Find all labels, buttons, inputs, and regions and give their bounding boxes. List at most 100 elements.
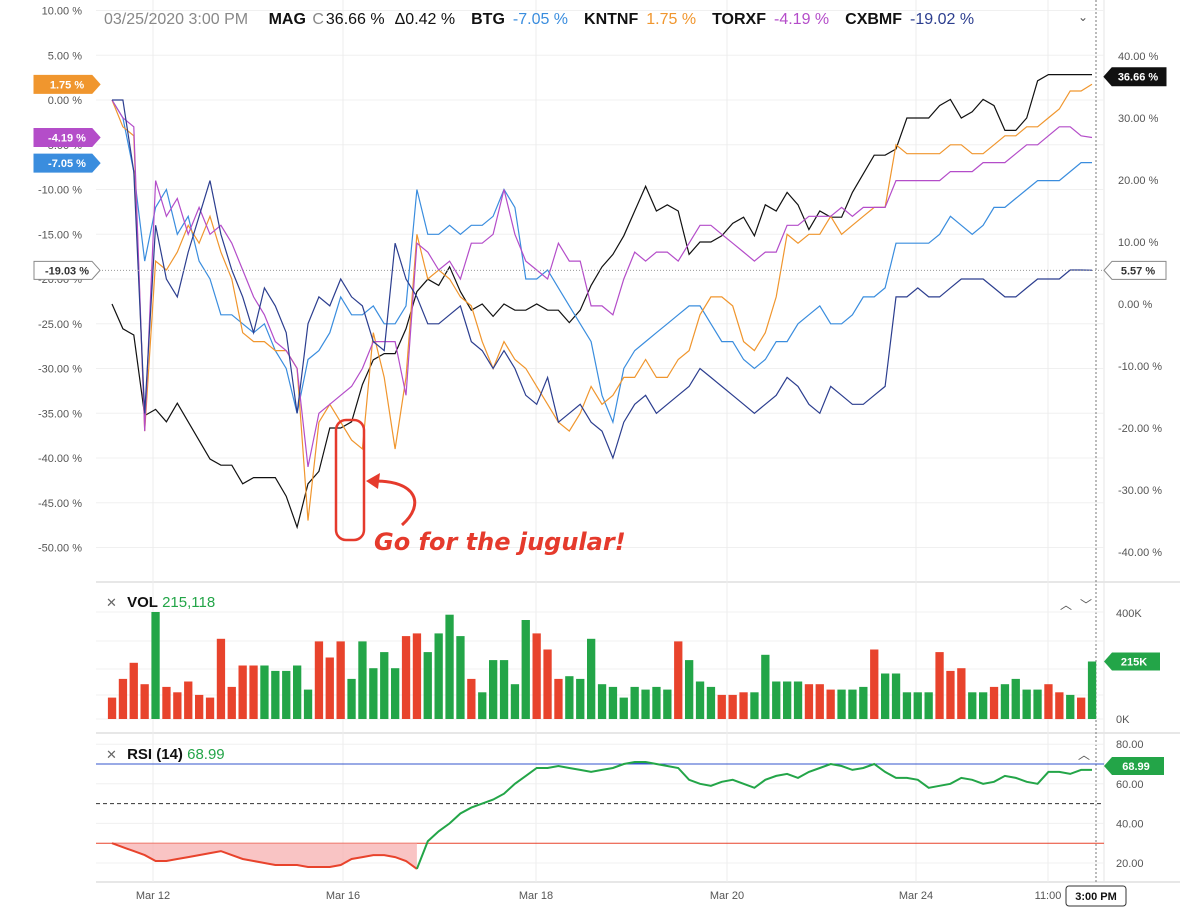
legend-value-mag: 36.66 %: [325, 11, 385, 28]
volume-bar: [652, 686, 661, 719]
volume-bar: [630, 686, 639, 719]
annotation-arrow: [371, 479, 417, 527]
volume-bar: [162, 686, 171, 719]
volume-current-marker: [1104, 652, 1160, 671]
legend-value-cxbmf: -19.02 %: [910, 11, 975, 28]
volume-bar: [195, 694, 204, 719]
volume-bar: [227, 686, 236, 719]
volume-bar: [489, 660, 498, 719]
volume-bar: [1044, 684, 1053, 719]
volume-bar: [761, 654, 770, 719]
left-price-marker: [33, 128, 101, 148]
volume-bar: [1077, 697, 1086, 719]
left-axis-tick: -25.00 %: [38, 319, 82, 331]
volume-bar: [401, 636, 411, 719]
series-line-btg: [111, 99, 1092, 425]
volume-bar: [913, 692, 922, 720]
rsi-oversold-fill: [112, 843, 417, 869]
close-icon[interactable]: ✕: [106, 595, 117, 610]
volume-bar: [184, 681, 193, 719]
volume-bar: [260, 665, 269, 719]
series-line-kntnf: [111, 83, 1093, 521]
volume-bar: [772, 681, 781, 719]
left-axis-tick: -30.00 %: [38, 364, 82, 376]
left-price-marker-label: -4.19 %: [48, 133, 86, 145]
volume-bar: [685, 660, 694, 719]
chevron-up-icon[interactable]: ︿: [1060, 598, 1073, 612]
volume-current-label: 215K: [1121, 656, 1147, 668]
volume-bar: [1033, 689, 1042, 719]
volume-bar: [728, 694, 737, 719]
chevron-down-icon[interactable]: ﹀: [1080, 598, 1093, 612]
legend-symbol-torxf: TORXF: [712, 11, 766, 28]
rsi-line: [415, 761, 1092, 870]
chevron-up-icon[interactable]: ︿: [1078, 748, 1091, 762]
left-axis-tick: -45.00 %: [38, 498, 82, 510]
annotation-highlight: [334, 418, 366, 542]
legend-symbol-btg: BTG: [471, 11, 505, 28]
volume-value: 215,118: [162, 594, 216, 611]
volume-axis-tick: 0K: [1116, 714, 1130, 726]
legend-value-btg: -7.05 %: [512, 11, 569, 28]
x-axis-tick: Mar 24: [899, 890, 933, 902]
volume-bar: [663, 689, 672, 719]
legend-prefix: C: [307, 11, 324, 28]
x-axis-tick: Mar 20: [710, 890, 744, 902]
volume-bar: [303, 689, 313, 719]
volume-bar: [347, 678, 356, 719]
volume-bar: [314, 641, 324, 719]
volume-bar: [412, 633, 422, 719]
volume-bar: [946, 670, 955, 719]
current-time-badge: [1065, 885, 1127, 907]
series-line-mag: [111, 73, 1092, 530]
legend-symbol-kntnf: KNTNF: [584, 11, 639, 28]
volume-bar: [641, 689, 650, 719]
volume-bar: [521, 620, 530, 719]
series-line-torxf: [111, 99, 1093, 468]
volume-bar: [739, 692, 748, 720]
volume-bar: [881, 673, 890, 719]
left-price-marker: [33, 74, 101, 94]
volume-bar: [478, 692, 487, 720]
volume-bar: [979, 692, 988, 720]
volume-bar: [793, 681, 803, 719]
volume-bar: [848, 689, 857, 719]
volume-bar: [597, 684, 607, 719]
left-price-marker-label: -19.03 %: [45, 265, 89, 277]
annotation-text: Go for the jugular!: [374, 528, 626, 556]
legend-symbol-cxbmf: CXBMF: [845, 11, 903, 28]
volume-bar: [423, 652, 432, 719]
volume-bar: [924, 692, 933, 720]
right-price-marker-label: 5.57 %: [1121, 265, 1155, 277]
left-price-marker-label: 1.75 %: [50, 79, 84, 91]
left-axis-tick: 5.00 %: [48, 50, 82, 62]
right-axis-tick: 30.00 %: [1118, 113, 1159, 125]
volume-bar: [510, 684, 520, 719]
right-axis-tick: 40.00 %: [1118, 51, 1159, 63]
close-icon[interactable]: ✕: [106, 747, 117, 762]
rsi-current-label: 68.99: [1122, 761, 1150, 773]
volume-bar: [717, 694, 726, 719]
volume-bar: [674, 641, 683, 719]
chevron-down-icon[interactable]: ⌄: [1078, 10, 1089, 24]
volume-bar: [989, 686, 999, 719]
volume-bar: [173, 692, 182, 720]
volume-bar: [826, 689, 835, 719]
x-axis-tick: 11:00: [1035, 890, 1062, 902]
rsi-current-marker: [1104, 756, 1164, 775]
volume-bar: [1055, 692, 1064, 720]
volume-bar: [238, 665, 247, 719]
left-price-marker: [33, 153, 101, 173]
legend-symbol-mag: MAG: [268, 11, 306, 28]
right-axis-tick: 10.00 %: [1118, 237, 1159, 249]
rsi-line-oversold: [111, 842, 418, 870]
left-axis-tick: -50.00 %: [38, 543, 82, 555]
volume-bar: [129, 662, 138, 719]
right-axis-tick: 0.00 %: [1118, 299, 1152, 311]
volume-bar: [249, 665, 258, 719]
volume-bar: [358, 641, 367, 719]
volume-bar: [456, 636, 465, 719]
volume-bar: [467, 678, 476, 719]
volume-bar: [1011, 678, 1020, 719]
